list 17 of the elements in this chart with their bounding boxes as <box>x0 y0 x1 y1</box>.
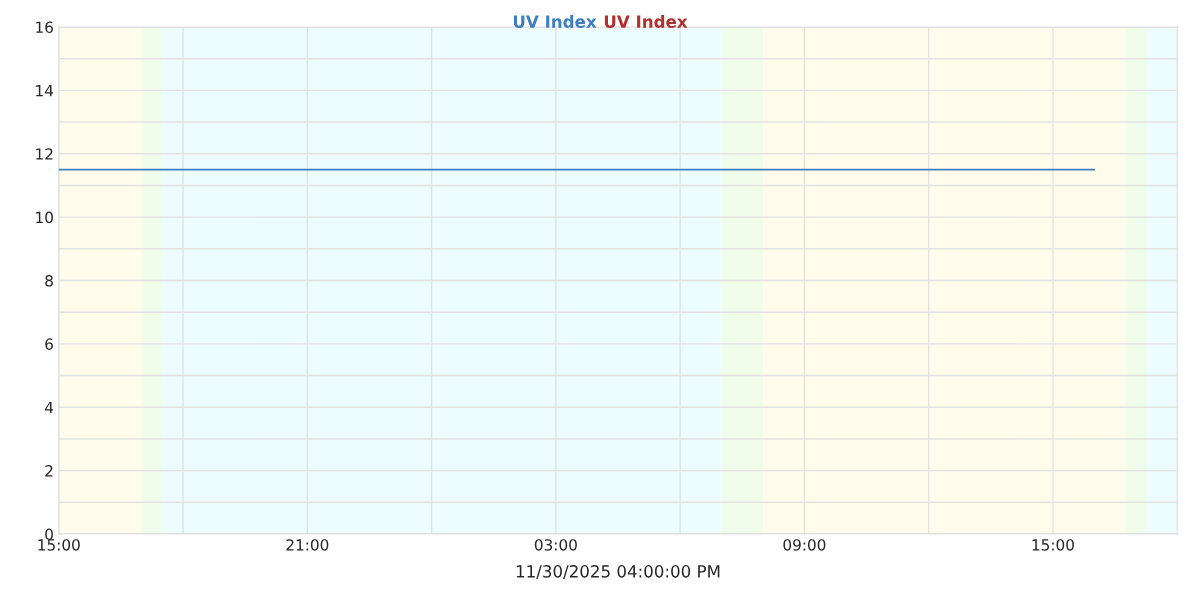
y-tick-label: 2 <box>45 465 53 477</box>
y-tick-label: 12 <box>36 148 53 160</box>
x-tick-label: 15:00 <box>38 539 80 551</box>
x-axis-title: 11/30/2025 04:00:00 PM <box>516 565 720 579</box>
x-tick-label: 21:00 <box>286 539 329 551</box>
x-tick-label: 09:00 <box>783 539 826 551</box>
x-tick-label: 03:00 <box>534 539 577 551</box>
y-tick-label: 16 <box>36 21 53 34</box>
y-tick-label: 10 <box>36 211 53 224</box>
y-tick-label: 8 <box>45 274 53 287</box>
legend-label: UV Index <box>604 15 688 28</box>
y-tick-label: 4 <box>44 401 54 414</box>
text: UV Index <box>513 15 597 28</box>
y-tick-label: 0 <box>45 528 53 541</box>
x-tick-label: 15:00 <box>1032 539 1074 551</box>
y-tick-label: 14 <box>36 85 54 97</box>
y-tick-label: 6 <box>45 338 53 350</box>
